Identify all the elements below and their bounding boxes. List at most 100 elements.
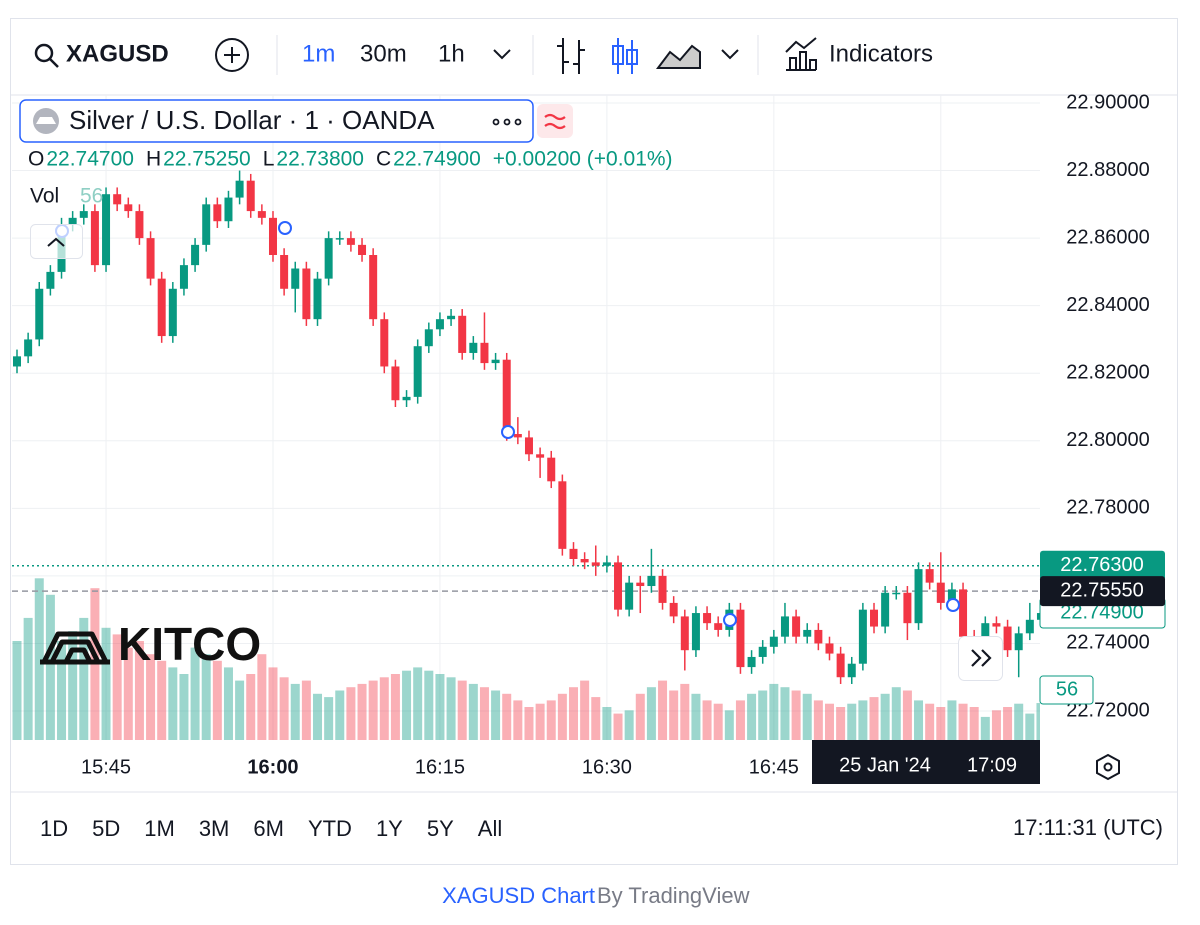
- volume-bar: [891, 687, 901, 740]
- interval[interactable]: 1m: [302, 40, 335, 67]
- volume-bar: [1003, 707, 1013, 740]
- indicators-icon[interactable]: [785, 37, 817, 71]
- candle-body: [814, 629, 823, 644]
- volume-bar: [346, 687, 356, 740]
- volume-bar: [791, 690, 801, 740]
- ohlc-value: 22.75250: [163, 148, 251, 171]
- volume-bar: [446, 677, 456, 740]
- candle-body: [358, 244, 367, 255]
- volume-bar: [635, 693, 645, 740]
- candle-body: [947, 589, 956, 603]
- search-icon[interactable]: [34, 43, 54, 63]
- chart-type-dropdown[interactable]: [721, 49, 739, 60]
- event-marker[interactable]: [501, 425, 515, 439]
- bars-icon[interactable]: [557, 38, 585, 74]
- range-button[interactable]: All: [478, 816, 502, 841]
- market-status[interactable]: [537, 104, 573, 138]
- candle-body: [402, 396, 411, 401]
- volume-bar: [301, 680, 311, 740]
- volume-bar: [45, 594, 55, 740]
- y-tick-label: 22.84000: [1066, 294, 1149, 316]
- volume-bar: [34, 578, 44, 740]
- volume-bar: [223, 667, 233, 740]
- candle-body: [469, 342, 478, 353]
- volume-bar: [435, 674, 445, 740]
- symbol[interactable]: XAGUSD: [66, 40, 169, 67]
- volume-bar: [858, 700, 868, 740]
- range-button[interactable]: 1M: [144, 816, 175, 841]
- candle-body: [124, 204, 133, 212]
- volume-bar: [513, 700, 523, 740]
- candle-body: [458, 315, 467, 353]
- volume-bar: [836, 707, 846, 740]
- crosshair-date: 25 Jan '24: [839, 754, 931, 776]
- volume-bar: [368, 680, 378, 740]
- interval[interactable]: 30m: [360, 40, 407, 67]
- range-button[interactable]: YTD: [308, 816, 352, 841]
- candles-icon-body: [612, 45, 624, 65]
- symbol-logo-bar: [36, 117, 56, 124]
- candles-icon[interactable]: [617, 38, 633, 74]
- volume-bar: [569, 687, 578, 740]
- candle-body: [1025, 619, 1034, 634]
- volume-bar: [802, 693, 812, 740]
- volume-bar: [602, 707, 612, 740]
- candle-body: [13, 356, 21, 367]
- candle-body: [157, 278, 166, 337]
- candle-body: [46, 271, 55, 289]
- candle-body: [79, 211, 88, 218]
- plus-icon: [224, 47, 240, 63]
- collapse-legend[interactable]: [30, 224, 83, 259]
- range-button[interactable]: 5Y: [427, 816, 454, 841]
- area-icon[interactable]: [656, 44, 701, 69]
- candle-body: [669, 602, 678, 617]
- range-button[interactable]: 6M: [253, 816, 284, 841]
- candle-body: [870, 609, 879, 627]
- volume-bar: [379, 677, 389, 740]
- candle-body: [246, 180, 255, 212]
- more-icon[interactable]: [492, 118, 522, 126]
- volume-bar: [413, 667, 423, 740]
- candle-body: [380, 319, 389, 367]
- candle-body: [881, 592, 890, 627]
- candle-body: [959, 589, 968, 637]
- candle-body: [413, 346, 422, 397]
- candle-body: [424, 329, 433, 347]
- candle-body: [480, 342, 489, 364]
- event-marker[interactable]: [946, 598, 960, 612]
- volume-bar: [813, 700, 823, 740]
- volume-bar: [580, 680, 590, 740]
- range-button[interactable]: 3M: [199, 816, 230, 841]
- symbol-pill[interactable]: [19, 99, 534, 143]
- candle-body: [35, 288, 44, 340]
- y-tick-label: 22.88000: [1066, 159, 1149, 181]
- candle-body: [302, 268, 311, 320]
- settings-icon[interactable]: [1096, 753, 1120, 781]
- range-button[interactable]: 5D: [92, 816, 120, 841]
- candle-body: [202, 204, 211, 245]
- range-button[interactable]: 1D: [40, 816, 68, 841]
- event-marker[interactable]: [278, 221, 292, 235]
- candle-body: [179, 265, 188, 289]
- candle-body: [625, 582, 634, 610]
- volume-bar: [479, 687, 489, 740]
- collapse-icon: [47, 237, 65, 247]
- candle-body: [391, 366, 400, 401]
- volume-bar: [980, 716, 990, 740]
- crosshair-time: 17:09: [967, 754, 1017, 776]
- candle-body: [569, 548, 578, 559]
- range-button[interactable]: 1Y: [376, 816, 403, 841]
- search-icon-handle: [49, 58, 59, 68]
- volume-bar: [1014, 703, 1024, 740]
- candle-body: [1036, 613, 1040, 620]
- indicators-button[interactable]: Indicators: [829, 40, 933, 67]
- volume-bar: [101, 627, 111, 740]
- interval[interactable]: 1h: [438, 40, 465, 67]
- ohlc-value: 22.74900: [393, 148, 481, 171]
- event-marker[interactable]: [723, 613, 737, 627]
- volume-bar: [936, 707, 946, 740]
- footer-link[interactable]: XAGUSD Chart: [442, 883, 595, 908]
- candles-icon-body: [626, 49, 638, 65]
- interval-dropdown[interactable]: [493, 49, 511, 60]
- compare-button[interactable]: [215, 38, 249, 72]
